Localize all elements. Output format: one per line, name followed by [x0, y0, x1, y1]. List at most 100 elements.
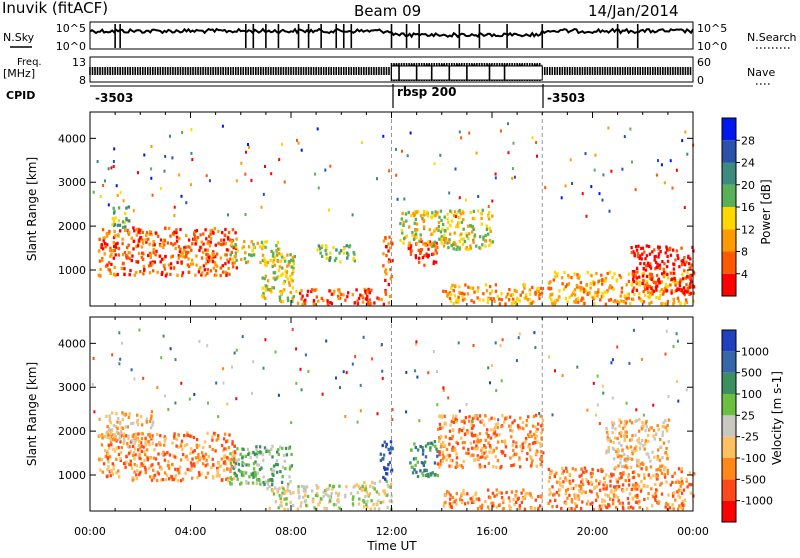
heatmap-cell [422, 242, 425, 246]
heatmap-cell [230, 242, 233, 246]
heatmap-cell [465, 232, 468, 236]
heatmap-cell [126, 228, 129, 232]
heatmap-cell [458, 428, 461, 432]
heatmap-cell [436, 210, 439, 214]
heatmap-cell [466, 292, 470, 296]
heatmap-cell [607, 450, 610, 454]
heatmap-cell [552, 302, 555, 306]
colorbar-tick-label: 1000 [741, 345, 769, 358]
heatmap-cell [568, 480, 572, 485]
heatmap-cell [567, 507, 570, 511]
heatmap-cell [522, 496, 526, 500]
heatmap-cell [221, 264, 224, 268]
heatmap-cell [337, 297, 340, 301]
heatmap-cell [175, 437, 178, 441]
heatmap-cell [485, 431, 488, 436]
heatmap-cell [592, 381, 595, 385]
heatmap-cell [513, 175, 516, 179]
heatmap-cell [228, 433, 231, 437]
heatmap-cell [285, 271, 289, 275]
heatmap-cell [681, 139, 684, 143]
heatmap-cell [263, 482, 266, 487]
heatmap-cell [234, 451, 237, 455]
heatmap-cell [385, 245, 388, 249]
heatmap-cell [487, 205, 490, 208]
heatmap-cell [462, 489, 465, 493]
colorbar-segment [722, 184, 736, 207]
heatmap-cell [590, 274, 593, 278]
heatmap-cell [261, 246, 264, 251]
heatmap-cell [557, 493, 561, 497]
heatmap-cell [261, 276, 264, 280]
heatmap-cell [474, 491, 478, 495]
heatmap-cell [125, 460, 128, 464]
colorbar-segment [722, 251, 736, 274]
heatmap-cell [281, 300, 285, 304]
heatmap-cell [112, 220, 116, 224]
heatmap-cell [127, 205, 130, 209]
heatmap-cell [518, 456, 521, 460]
heatmap-cell [592, 507, 595, 511]
heatmap-cell [106, 433, 110, 437]
heatmap-cell [672, 300, 676, 304]
heatmap-cell [443, 421, 447, 425]
heatmap-cell [635, 248, 639, 252]
heatmap-cell [206, 248, 209, 252]
heatmap-cell [458, 285, 461, 289]
heatmap-cell [396, 197, 399, 201]
heatmap-cell [382, 252, 385, 256]
heatmap-cell [672, 297, 675, 301]
heatmap-cell [345, 371, 348, 375]
heatmap-cell [665, 428, 669, 432]
heatmap-cell [328, 258, 331, 262]
heatmap-cell [317, 186, 320, 190]
heatmap-cell [144, 468, 147, 472]
colorbar-tick-label: 28 [741, 134, 755, 147]
heatmap-cell [494, 455, 497, 459]
heatmap-cell [387, 260, 390, 264]
heatmap-cell [623, 438, 626, 443]
heatmap-cell [323, 506, 326, 510]
heatmap-cell [474, 493, 477, 497]
heatmap-cell [481, 455, 484, 459]
heatmap-cell [632, 506, 635, 510]
heatmap-cell [435, 241, 438, 245]
heatmap-cell [124, 412, 128, 416]
heatmap-cell [494, 435, 497, 439]
heatmap-cell [177, 256, 180, 260]
heatmap-cell [426, 214, 430, 218]
heatmap-cell [646, 285, 649, 289]
heatmap-cell [477, 209, 480, 213]
heatmap-cell [479, 246, 482, 250]
heatmap-cell [530, 434, 533, 438]
heatmap-cell [582, 290, 586, 294]
heatmap-cell [344, 415, 347, 418]
heatmap-cell [609, 490, 613, 494]
heatmap-cell [354, 355, 357, 359]
heatmap-cell [181, 274, 184, 278]
heatmap-cell [432, 214, 436, 218]
heatmap-cell [686, 287, 689, 291]
heatmap-cell [523, 286, 526, 290]
heatmap-cell [144, 441, 147, 445]
heatmap-cell [604, 493, 607, 497]
heatmap-cell [473, 235, 476, 239]
heatmap-cell [442, 386, 445, 390]
heatmap-cell [282, 453, 286, 457]
heatmap-cell [123, 436, 126, 441]
heatmap-cell [456, 245, 459, 249]
heatmap-cell [133, 447, 137, 451]
heatmap-cell [570, 487, 573, 491]
heatmap-cell [611, 286, 614, 290]
heatmap-cell [670, 289, 673, 293]
heatmap-cell [114, 245, 118, 249]
heatmap-cell [370, 288, 373, 292]
heatmap-cell [440, 415, 443, 419]
heatmap-cell [662, 267, 665, 271]
freq-panel: Freq. [MHz] 13 8 60 0 Nave [3, 56, 775, 87]
heatmap-cell [441, 450, 444, 454]
heatmap-cell [171, 463, 174, 467]
heatmap-cell [471, 286, 475, 290]
heatmap-cell [413, 221, 416, 225]
heatmap-cell [622, 488, 625, 492]
